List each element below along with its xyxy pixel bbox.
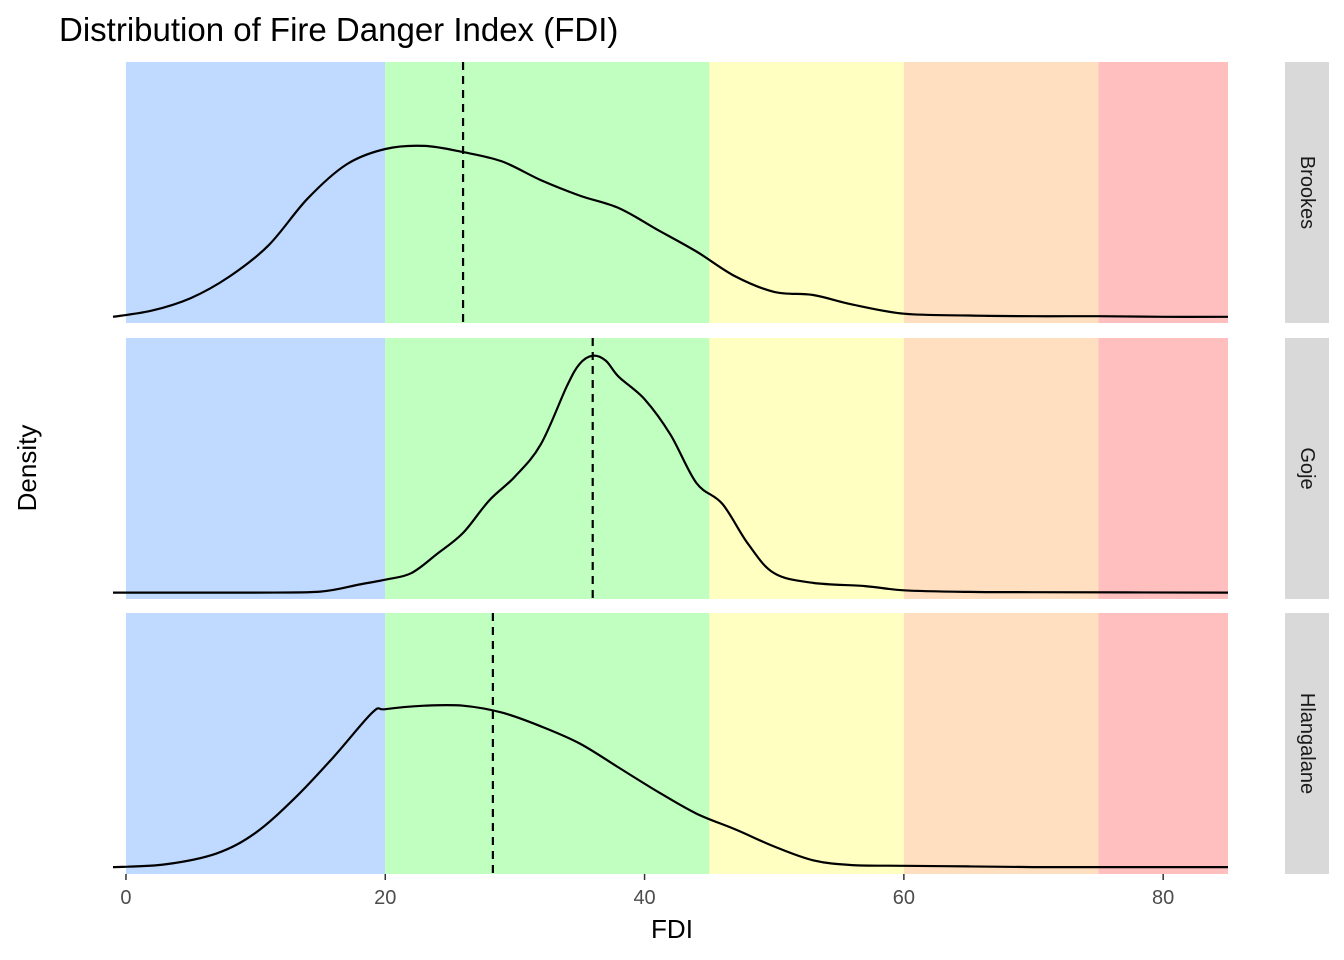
- x-tick-label: 20: [374, 887, 396, 909]
- fdi-band-20-45: [385, 338, 710, 599]
- x-tick-label: 60: [893, 887, 915, 909]
- facet-label-goje: Goje: [1296, 447, 1318, 489]
- x-tick-label: 0: [120, 887, 131, 909]
- density-line-hlangalane: [112, 703, 1228, 869]
- x-tick-label: 40: [633, 887, 655, 909]
- fdi-band-75-85: [1098, 338, 1228, 599]
- facet-strip-brookes: [1285, 62, 1329, 323]
- fdi-band-45-60: [709, 62, 904, 323]
- fdi-band-45-60: [709, 613, 904, 874]
- panel-brookes: Brookes: [112, 62, 1329, 323]
- y-axis-title: Density: [12, 425, 42, 512]
- fdi-band-60-75: [903, 62, 1099, 323]
- facet-strip-goje: [1285, 338, 1329, 599]
- density-line-goje: [112, 354, 1229, 594]
- fdi-band-45-60: [709, 338, 904, 599]
- x-tick-label: 80: [1152, 887, 1174, 909]
- fdi-band-20-45: [385, 62, 710, 323]
- panels: Brookes Goje Hlangalane: [112, 62, 1329, 874]
- panel-hlangalane: Hlangalane: [112, 613, 1329, 874]
- fdi-band-60-75: [903, 613, 1099, 874]
- fdi-band-0-20: [125, 613, 386, 874]
- facet-label-brookes: Brookes: [1296, 156, 1318, 229]
- panel-goje: Goje: [112, 338, 1329, 599]
- fdi-band-0-20: [125, 338, 386, 599]
- facet-strip-hlangalane: [1285, 613, 1329, 874]
- x-axis: 0 20 40 60 80: [120, 874, 1174, 909]
- fdi-band-75-85: [1098, 613, 1228, 874]
- fdi-band-0-20: [125, 62, 386, 323]
- fdi-band-60-75: [903, 338, 1099, 599]
- density-line-brookes: [112, 144, 1229, 318]
- fdi-band-75-85: [1098, 62, 1228, 323]
- chart-title: Distribution of Fire Danger Index (FDI): [59, 11, 618, 48]
- fdi-band-20-45: [385, 613, 710, 874]
- facet-label-hlangalane: Hlangalane: [1296, 693, 1318, 794]
- x-axis-title: FDI: [651, 914, 693, 944]
